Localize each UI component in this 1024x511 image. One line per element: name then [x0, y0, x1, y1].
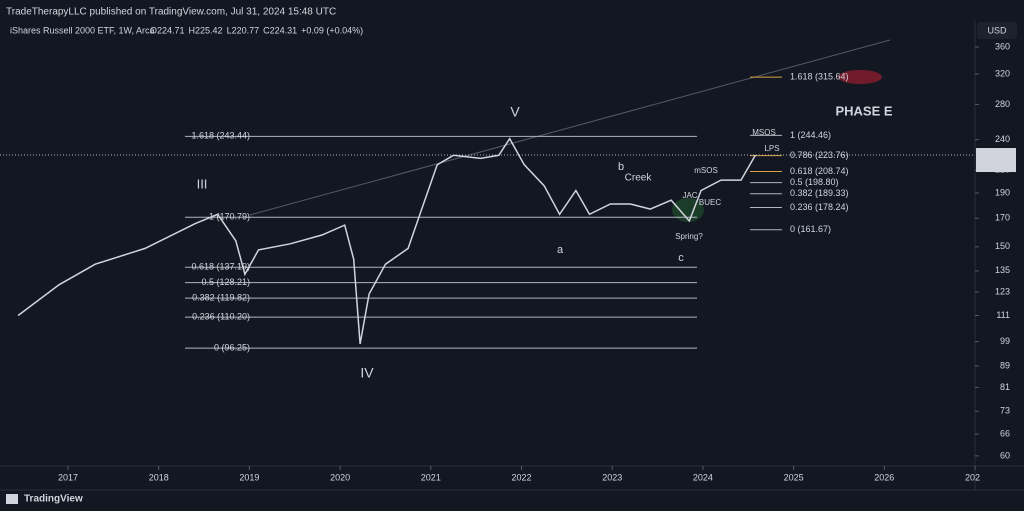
x-tick-label: 2021 — [421, 472, 441, 482]
y-tick-label: 150 — [995, 241, 1010, 251]
fib-label: 1 (170.79) — [209, 212, 250, 222]
fib-label: 0 (161.67) — [790, 224, 831, 234]
price-box — [976, 148, 1016, 173]
annotation: V — [510, 104, 520, 120]
y-tick-label: 320 — [995, 68, 1010, 78]
annotation: PHASE E — [835, 103, 892, 118]
y-tick-label: 190 — [995, 187, 1010, 197]
y-tick-label: 89 — [1000, 360, 1010, 370]
chart-title: iShares Russell 2000 ETF, 1W, Arca — [10, 25, 155, 35]
fib-label: 0.5 (128.21) — [201, 277, 250, 287]
quote-value: C224.31 — [263, 25, 297, 35]
fib-label: 0.618 (208.74) — [790, 166, 849, 176]
header: TradeTherapyLLC published on TradingView… — [6, 7, 336, 18]
price-label: 224.31 — [982, 148, 1010, 158]
y-tick-label: 81 — [1000, 382, 1010, 392]
price-series — [17, 137, 757, 345]
annotation: III — [197, 176, 208, 191]
x-tick-label: 2018 — [149, 472, 169, 482]
annotation: JAC — [682, 191, 697, 200]
y-tick-label: 280 — [995, 99, 1010, 109]
annotation: IV — [360, 365, 374, 381]
annotation: c — [678, 252, 684, 264]
annotation: Spring? — [675, 232, 703, 241]
annotation: BUEC — [699, 198, 721, 207]
currency: USD — [987, 25, 1007, 35]
x-tick-label: 2026 — [874, 472, 894, 482]
fib-label: 1 (244.46) — [790, 130, 831, 140]
quote-value: +0.09 (+0.04%) — [301, 25, 363, 35]
fib-label: 1.618 (315.64) — [790, 71, 849, 81]
x-tick-label: 2017 — [58, 472, 78, 482]
x-tick-label: 2019 — [239, 472, 259, 482]
annotation: Creek — [625, 173, 653, 184]
trend-line — [249, 39, 891, 216]
footer: TradingView — [24, 494, 83, 505]
x-tick-label: 2025 — [784, 472, 804, 482]
quote-value: L220.77 — [227, 25, 260, 35]
countdown: 2d 5h — [985, 159, 1008, 169]
annotation: MSOS — [752, 128, 776, 137]
x-tick-label: 2022 — [511, 472, 531, 482]
fib-label: 0 (96.25) — [214, 342, 250, 352]
y-tick-label: 66 — [1000, 429, 1010, 439]
y-tick-label: 360 — [995, 41, 1010, 51]
y-tick-label: 60 — [1000, 450, 1010, 460]
x-tick-label: 2020 — [330, 472, 350, 482]
fib-label: 0.618 (137.19) — [191, 262, 250, 272]
currency-box — [977, 22, 1017, 39]
y-tick-label: 73 — [1000, 406, 1010, 416]
annotation: a — [557, 244, 564, 256]
logo — [6, 494, 18, 504]
fib-label: 0.236 (110.20) — [192, 312, 250, 322]
y-tick-label: 240 — [995, 134, 1010, 144]
fib-label: 0.5 (198.80) — [790, 177, 839, 187]
quote-value: O224.71 — [150, 25, 185, 35]
y-tick-label: 99 — [1000, 336, 1010, 346]
y-tick-label: 170 — [995, 213, 1010, 223]
annotation: mSOS — [694, 166, 718, 175]
x-tick-label: 2024 — [693, 472, 713, 482]
y-tick-label: 135 — [995, 265, 1010, 275]
x-tick-label: 2027 — [965, 472, 985, 482]
fib-label: 0.236 (178.24) — [790, 202, 849, 212]
y-tick-label: 123 — [995, 286, 1010, 296]
highlight — [838, 70, 882, 84]
x-tick-label: 2023 — [602, 472, 622, 482]
fib-label: 0.382 (119.82) — [192, 292, 250, 302]
fib-label: 0.382 (189.33) — [790, 188, 849, 198]
fib-label: 1.618 (243.44) — [191, 131, 250, 141]
annotation: b — [618, 161, 624, 173]
y-tick-label: 111 — [996, 310, 1010, 320]
quote-value: H225.42 — [189, 25, 223, 35]
annotation: LPS — [764, 144, 779, 153]
